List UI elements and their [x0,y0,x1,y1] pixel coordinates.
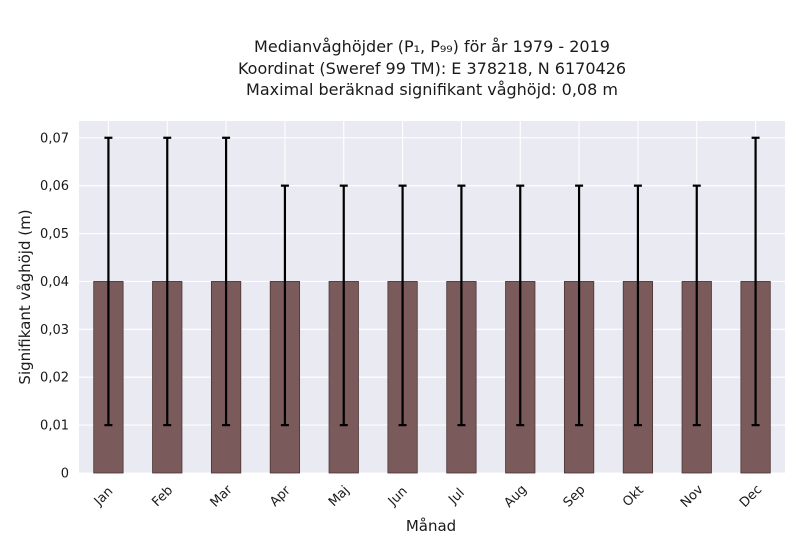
title-line-1: Medianvåghöjder (P₁, P₉₉) för år 1979 - … [254,37,610,56]
plot-area [79,121,785,473]
x-tick-label: Apr [267,483,294,510]
error-bar-jan [104,136,113,427]
x-tick-label: Okt [620,483,647,510]
x-tick-label: Sep [561,483,589,511]
error-bar-feb [163,136,172,427]
y-tick-label: 0,03 [40,323,69,338]
chart-title: Medianvåghöjder (P₁, P₉₉) för år 1979 - … [238,37,626,99]
error-bar-okt [633,184,642,427]
x-tick-label: Jul [445,486,467,508]
title-line-2: Koordinat (Sweref 99 TM): E 378218, N 61… [238,59,626,78]
error-bars [104,136,760,427]
error-bar-maj [339,184,348,427]
x-tick-label: Jun [385,484,411,510]
error-bar-aug [516,184,525,427]
error-bar-jun [398,184,407,427]
x-axis-ticks: Jan Feb Mar Apr Maj Jun Jul Aug Sep Okt Nov Dec [91,482,765,511]
error-bar-nov [692,184,701,427]
x-axis-label: Månad [406,517,456,535]
x-tick-label: Maj [326,483,353,510]
x-tick-label: Aug [501,482,530,511]
y-tick-label: 0,07 [40,131,69,146]
error-bar-dec [751,136,760,427]
error-bar-apr [280,184,289,427]
x-tick-label: Mar [208,482,236,510]
y-axis-label: Signifikant våghöjd (m) [16,209,34,384]
x-tick-label: Jan [91,484,116,509]
y-tick-label: 0,06 [40,179,69,194]
error-bar-mar [222,136,231,427]
y-tick-label: 0,04 [40,275,69,290]
error-bar-sep [575,184,584,427]
title-line-3: Maximal beräknad signifikant våghöjd: 0,… [246,80,618,99]
y-tick-label: 0,01 [40,419,69,434]
y-tick-label: 0,05 [40,227,69,242]
x-tick-label: Dec [737,482,765,510]
y-tick-label: 0 [61,467,69,482]
y-tick-label: 0,02 [40,371,69,386]
x-tick-label: Feb [149,483,176,510]
x-tick-label: Nov [678,482,707,511]
error-bar-jul [457,184,466,427]
y-axis-ticks: 0 0,01 0,02 0,03 0,04 0,05 0,06 0,07 [40,131,69,481]
